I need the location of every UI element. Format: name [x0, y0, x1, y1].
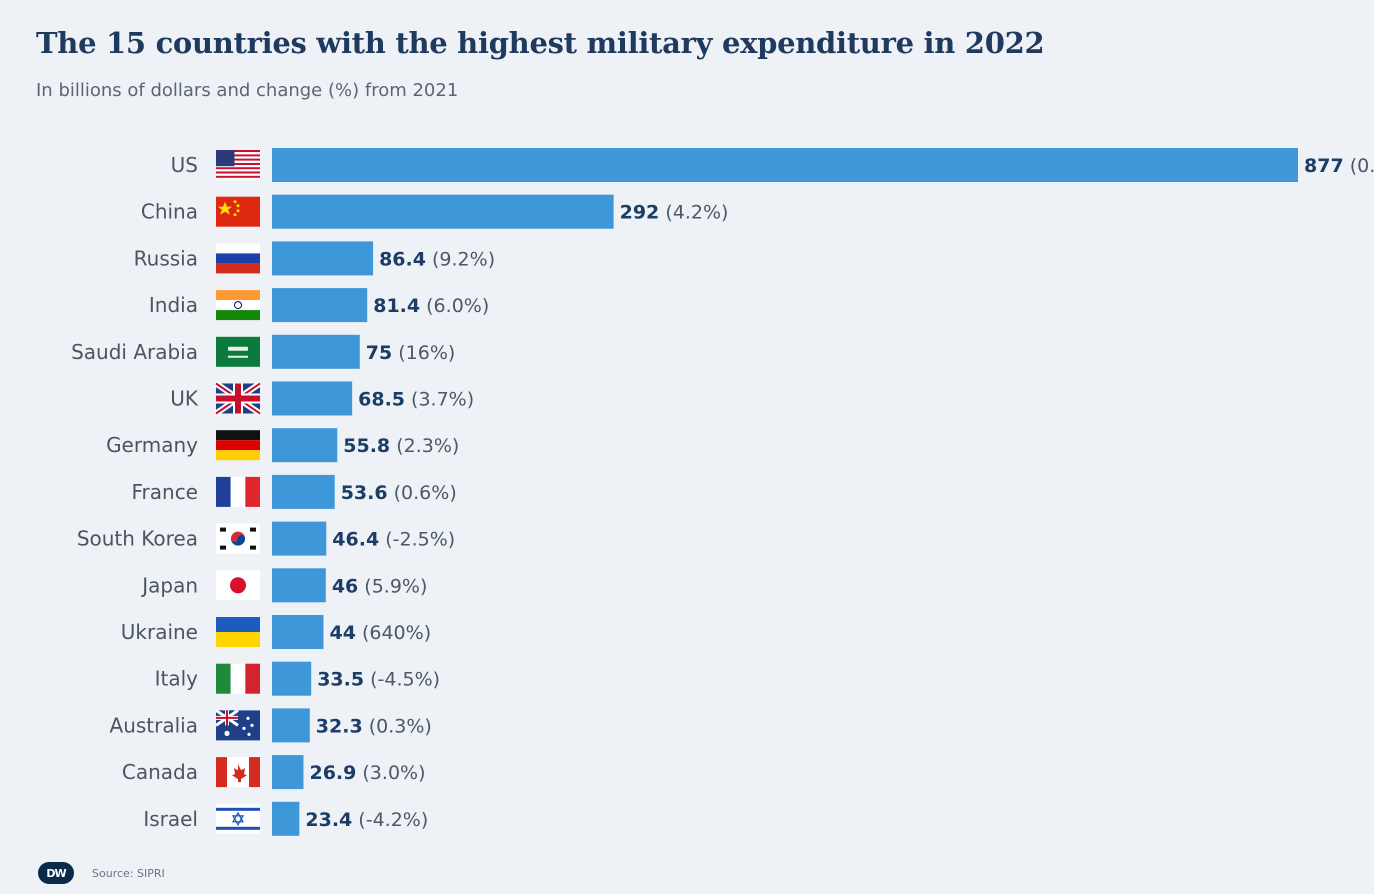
value-label: 86.4 — [379, 248, 426, 270]
value-label: 46.4 — [332, 529, 379, 551]
value-label: 44 — [329, 622, 355, 644]
uk-flag-icon — [214, 381, 262, 416]
canada-flag-icon — [216, 757, 260, 788]
change-label: (6.0%) — [420, 295, 489, 317]
value-label: 877 — [1304, 155, 1344, 177]
data-label: 75 (16%) — [366, 342, 456, 364]
bar — [272, 381, 353, 416]
bar — [272, 474, 335, 509]
change-label: (16%) — [392, 342, 455, 364]
data-label: 53.6 (0.6%) — [341, 482, 457, 504]
india-flag-icon — [216, 290, 260, 321]
bar — [272, 521, 327, 556]
change-label: (-4.5%) — [364, 669, 440, 691]
value-label: 23.4 — [305, 809, 352, 831]
ukraine-flag-icon — [216, 617, 260, 647]
category-label: Ukraine — [121, 620, 198, 644]
bar — [272, 194, 614, 229]
china-flag-icon — [216, 196, 260, 227]
change-label: (9.2%) — [426, 248, 495, 270]
data-label: 68.5 (3.7%) — [358, 389, 474, 411]
italy-flag-icon — [216, 663, 260, 694]
change-label: (5.9%) — [358, 575, 427, 597]
value-label: 26.9 — [309, 762, 356, 784]
change-label: (0. — [1344, 155, 1374, 177]
value-label: 75 — [366, 342, 392, 364]
bar — [272, 708, 310, 743]
change-label: (-2.5%) — [379, 529, 455, 551]
dw-logo: DW — [38, 862, 74, 884]
data-label: 292 (4.2%) — [620, 202, 729, 224]
data-label: 44 (640%) — [329, 622, 431, 644]
bar — [272, 755, 304, 790]
bar — [272, 148, 1298, 182]
change-label: (0.3%) — [363, 715, 432, 737]
change-label: (2.3%) — [390, 435, 459, 457]
category-label: Australia — [110, 713, 198, 737]
bar — [272, 288, 368, 323]
category-label: France — [131, 480, 198, 504]
change-label: (-4.2%) — [352, 809, 428, 831]
chart-footer: DW Source: SIPRI — [38, 860, 165, 886]
data-label: 23.4 (-4.2%) — [305, 809, 428, 831]
australia-flag-icon — [215, 709, 260, 741]
data-label: 86.4 (9.2%) — [379, 248, 495, 270]
category-label: Italy — [155, 667, 199, 691]
value-label: 55.8 — [343, 435, 390, 457]
bar — [272, 661, 312, 696]
category-label: UK — [170, 387, 199, 411]
japan-flag-icon — [216, 570, 260, 601]
source-note: Source: SIPRI — [92, 866, 165, 880]
category-label: India — [149, 293, 198, 317]
data-label: 55.8 (2.3%) — [343, 435, 459, 457]
bar — [272, 241, 374, 276]
category-label: Israel — [143, 807, 198, 831]
category-label: Japan — [140, 573, 198, 597]
south-korea-flag-icon — [216, 523, 260, 554]
change-label: (640%) — [356, 622, 431, 644]
value-label: 33.5 — [317, 669, 364, 691]
data-label: 26.9 (3.0%) — [309, 762, 425, 784]
bar — [272, 801, 300, 836]
value-label: 53.6 — [341, 482, 388, 504]
value-label: 32.3 — [316, 715, 363, 737]
data-label: 46 (5.9%) — [332, 575, 428, 597]
russia-flag-icon — [216, 243, 260, 274]
value-label: 292 — [620, 202, 660, 224]
category-label: Russia — [134, 246, 198, 270]
us-flag-icon — [216, 150, 260, 180]
category-label: China — [141, 200, 198, 224]
data-label: 32.3 (0.3%) — [316, 715, 432, 737]
change-label: (0.6%) — [388, 482, 457, 504]
category-label: South Korea — [77, 527, 198, 551]
israel-flag-icon — [216, 803, 260, 834]
category-label: Saudi Arabia — [71, 340, 198, 364]
category-label: Germany — [106, 433, 198, 457]
bar — [272, 334, 360, 369]
value-label: 46 — [332, 575, 358, 597]
chart-title: The 15 countries with the highest milita… — [36, 26, 1045, 60]
germany-flag-icon — [216, 430, 260, 461]
category-label: US — [171, 153, 198, 177]
change-label: (4.2%) — [659, 202, 728, 224]
value-label: 68.5 — [358, 389, 405, 411]
category-label: Canada — [122, 760, 198, 784]
change-label: (3.7%) — [405, 389, 474, 411]
data-label: 46.4 (-2.5%) — [332, 529, 455, 551]
bar — [272, 428, 338, 463]
france-flag-icon — [216, 476, 260, 507]
data-label: 33.5 (-4.5%) — [317, 669, 440, 691]
chart-subtitle: In billions of dollars and change (%) fr… — [36, 80, 459, 101]
data-label: 81.4 (6.0%) — [373, 295, 489, 317]
bar — [272, 568, 326, 603]
change-label: (3.0%) — [356, 762, 425, 784]
saudi-arabia-flag-icon — [216, 336, 260, 367]
data-label: 877 (0. — [1304, 155, 1374, 177]
bar — [272, 615, 324, 649]
value-label: 81.4 — [373, 295, 420, 317]
